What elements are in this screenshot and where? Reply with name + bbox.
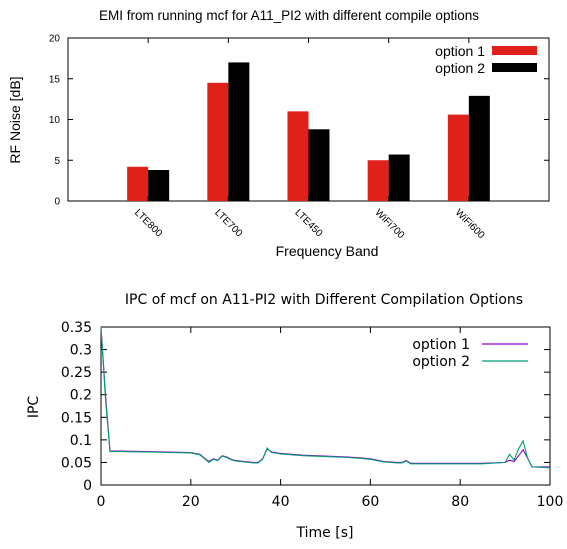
- chart2-legend: option 1 option 2: [412, 337, 528, 370]
- chart1-y-tick-label: 5: [54, 156, 60, 167]
- chart1-y-tick-label: 20: [49, 34, 61, 45]
- ipc-line-chart: IPC of mcf on A11-PI2 with Different Com…: [26, 292, 563, 541]
- chart1-y-ticks: 0 5 10 15 20: [49, 34, 549, 208]
- chart2-title: IPC of mcf on A11-PI2 with Different Com…: [125, 292, 523, 308]
- chart2-y-tick-label: 0.15: [61, 410, 92, 426]
- chart1-x-axis-label: Frequency Band: [276, 243, 379, 259]
- chart1-y-tick-label: 10: [49, 115, 61, 126]
- bar-option-2-lte700: [228, 62, 250, 202]
- chart1-x-tick-label: LTE450: [292, 207, 324, 239]
- bar-option-2-wifi700: [388, 154, 410, 201]
- chart1-x-tick-label: LTE700: [212, 207, 244, 239]
- chart1-legend: option 1 option 2: [435, 43, 537, 76]
- chart2-y-tick-label: 0.2: [70, 388, 92, 404]
- chart1-y-axis-label: RF Noise [dB]: [7, 76, 23, 163]
- chart2-legend-label-option-1: option 1: [412, 337, 470, 353]
- chart1-legend-swatch-option-2: [492, 63, 537, 72]
- chart2-legend-label-option-2: option 2: [412, 354, 470, 370]
- bar-option-1-wifi700: [367, 160, 389, 201]
- bar-option-1-lte450: [287, 111, 309, 201]
- chart2-x-axis-label: Time [s]: [296, 525, 354, 541]
- line-option-2: [100, 326, 551, 469]
- emi-bar-chart: EMI from running mcf for A11_PI2 with di…: [7, 8, 550, 259]
- chart2-x-tick-label: 100: [537, 494, 564, 510]
- chart2-x-tick-label: 20: [182, 494, 200, 510]
- chart2-series-lines: [100, 326, 551, 469]
- chart1-y-tick-label: 15: [49, 74, 61, 85]
- chart2-x-tick-label: 40: [272, 494, 290, 510]
- chart1-y-tick-label: 0: [54, 197, 60, 208]
- bar-option-1-wifi600: [447, 114, 469, 201]
- chart2-y-axis-label: IPC: [26, 396, 42, 419]
- chart2-x-tick-label: 0: [97, 494, 106, 510]
- chart2-y-tick-label: 0.35: [61, 320, 92, 336]
- chart2-y-tick-label: 0.3: [70, 343, 92, 359]
- chart2-y-tick-label: 0.05: [61, 455, 92, 471]
- chart1-x-tick-label: WiFi600: [453, 207, 487, 241]
- chart2-y-tick-label: 0.1: [70, 433, 92, 449]
- line-option-1: [100, 326, 550, 468]
- chart1-bars: [127, 62, 490, 202]
- bar-option-2-lte800: [148, 170, 170, 201]
- bar-option-2-lte450: [308, 129, 330, 201]
- chart2-plot-frame: [100, 326, 551, 486]
- chart1-title: EMI from running mcf for A11_PI2 with di…: [99, 8, 479, 23]
- bar-option-1-lte800: [127, 166, 149, 201]
- chart1-legend-swatch-option-1: [492, 46, 537, 55]
- chart2-x-tick-label: 80: [451, 494, 469, 510]
- chart1-x-tick-label: LTE800: [132, 207, 164, 239]
- chart1-legend-label-option-1: option 1: [435, 43, 485, 59]
- chart2-y-tick-label: 0: [83, 478, 92, 494]
- chart1-x-tick-label: WiFi700: [373, 207, 407, 241]
- chart2-y-tick-label: 0.25: [61, 365, 92, 381]
- chart1-legend-label-option-2: option 2: [435, 60, 485, 76]
- chart2-y-ticks: 0 0.05 0.1 0.15 0.2 0.25 0.3 0.35: [61, 320, 550, 494]
- bar-option-1-lte700: [207, 82, 229, 201]
- chart2-x-tick-label: 60: [361, 494, 379, 510]
- bar-option-2-wifi600: [468, 95, 490, 201]
- chart2-x-ticks: 0 20 40 60 80 100: [97, 327, 564, 510]
